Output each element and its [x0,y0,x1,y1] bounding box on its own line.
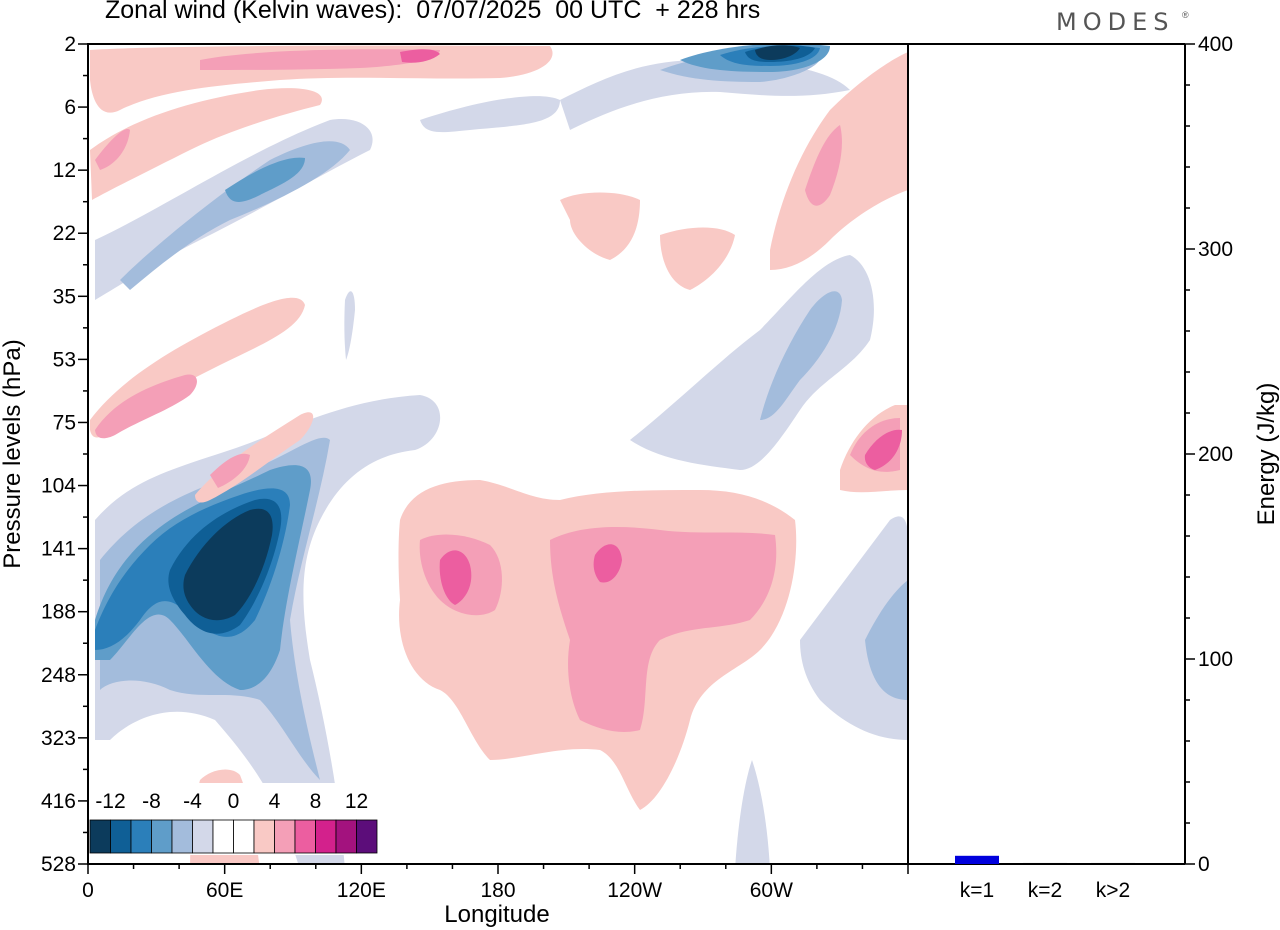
brand-registered-mark: ® [1182,10,1189,20]
y-tick-label: 2 [64,33,76,56]
contour-positive-strong [400,49,902,605]
x-axis-ticks: 0 60E 120E 180 120W 60W [82,864,909,902]
brand-logo: MODES [1056,8,1175,36]
energy-tick-label: 400 [1198,33,1233,56]
colorbar-swatch [151,819,173,854]
colorbar-swatch [110,819,132,854]
colorbar-label: -12 [95,790,125,813]
contour-negative-core [183,45,800,621]
colorbar-swatch [253,819,275,854]
energy-tick-label: 300 [1198,238,1233,261]
chart-title: Zonal wind (Kelvin waves): 07/07/2025 00… [105,0,761,24]
colorbar-swatch [171,819,193,854]
energy-bar [1091,862,1135,864]
colorbar-swatch [356,819,378,854]
colorbar [88,783,384,855]
y-tick-label: 416 [41,790,76,813]
colorbar-label: 0 [228,790,240,813]
x-tick-label: 120E [337,879,386,902]
energy-axis-ticks: 0 100 200 300 400 [1185,33,1233,876]
y-tick-label: 528 [41,853,76,876]
x-tick-label: 120W [607,879,662,902]
y-tick-label: 141 [41,538,76,561]
colorbar-label: -4 [183,790,202,813]
x-tick-label: 0 [82,879,94,902]
y-tick-label: 104 [41,475,76,498]
colorbar-labels: -12 -8 -4 0 4 8 12 [95,790,368,813]
energy-tick-label: 200 [1198,443,1233,466]
colorbar-label: 12 [345,790,368,813]
contour-field [88,44,908,864]
bar-category-label: k>2 [1096,879,1130,902]
colorbar-label: 8 [310,790,322,813]
energy-tick-label: 100 [1198,648,1233,671]
y-tick-label: 22 [53,222,76,245]
y-axis-ticks: 2 6 12 22 35 53 75 104 141 188 248 323 416 528 [41,33,88,876]
energy-axis-label: Energy (J/kg) [1253,383,1280,526]
bar-category-label: k=2 [1028,879,1062,902]
y-tick-label: 323 [41,727,76,750]
energy-bar [955,855,999,864]
energy-bar [1023,862,1067,864]
colorbar-swatch [130,819,152,854]
y-tick-label: 35 [53,285,76,308]
energy-tick-label: 0 [1198,853,1210,876]
y-tick-label: 188 [41,601,76,624]
colorbar-swatch [212,819,234,854]
y-tick-label: 248 [41,664,76,687]
y-tick-label: 53 [53,348,76,371]
energy-bars: k=1 k=2 k>2 [955,855,1135,902]
bar-category-label: k=1 [960,879,994,902]
y-tick-label: 12 [53,159,76,182]
colorbar-swatch [89,819,111,854]
colorbar-swatch [274,819,296,854]
colorbar-label: -8 [142,790,161,813]
colorbar-swatch [315,819,337,854]
y-tick-label: 6 [64,96,76,119]
colorbar-swatch [233,819,255,854]
colorbar-swatch [294,819,316,854]
y-axis-label: Pressure levels (hPa) [0,339,26,568]
x-axis-label: Longitude [444,901,549,928]
x-tick-label: 60W [750,879,793,902]
y-tick-label: 75 [53,411,76,434]
colorbar-label: 4 [269,790,281,813]
colorbar-swatch [335,819,357,854]
colorbar-swatch [192,819,214,854]
x-tick-label: 180 [480,879,515,902]
x-tick-label: 60E [206,879,243,902]
